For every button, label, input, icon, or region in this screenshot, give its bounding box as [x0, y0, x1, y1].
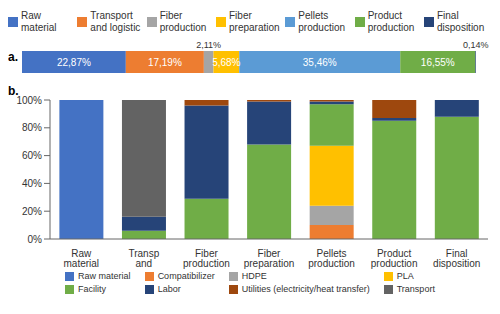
svg-text:5,68%: 5,68% — [212, 57, 240, 68]
svg-text:17,19%: 17,19% — [148, 57, 182, 68]
html-text:Transport and logistic: Transport and logistic — [90, 10, 141, 33]
svg-text:0,14%: 0,14% — [463, 40, 489, 50]
svg-text:40%: 40% — [22, 178, 42, 189]
html-text:a.: a. — [8, 50, 18, 64]
svg-text:22,87%: 22,87% — [57, 57, 91, 68]
html-text:Utilities (electricity/heat tr: Utilities (electricity/heat transfer) — [241, 284, 370, 294]
svg-text:Fiberpreparation: Fiberpreparation — [244, 248, 295, 269]
html-text:Pellets production: Pellets production — [298, 10, 345, 33]
svg-text:20%: 20% — [22, 206, 42, 217]
html-text:Facility: Facility — [78, 284, 107, 294]
svg-text:100%: 100% — [16, 95, 42, 106]
html-text:Raw material: Raw material — [21, 10, 57, 33]
svg-text:Rawmaterial: Rawmaterial — [63, 248, 99, 269]
html-text:PLA: PLA — [396, 271, 414, 281]
html-text:Final disposition: Final disposition — [437, 10, 485, 33]
svg-text:Transpandlogistic: Transpandlogistic — [128, 248, 159, 269]
svg-text:16,55%: 16,55% — [421, 57, 455, 68]
html-text:Labor: Labor — [157, 284, 181, 294]
svg-text:2,11%: 2,11% — [196, 40, 221, 50]
svg-text:35,46%: 35,46% — [303, 57, 337, 68]
html-text:Transport: Transport — [396, 284, 435, 294]
svg-text:0%: 0% — [28, 234, 43, 245]
html-text:Fiber preparation: Fiber preparation — [229, 10, 280, 33]
svg-text:Fiberproduction: Fiberproduction — [183, 248, 230, 269]
html-text:Product production: Product production — [367, 10, 415, 33]
svg-text:Finaldisposition: Finaldisposition — [433, 248, 480, 269]
svg-text:80%: 80% — [22, 122, 42, 133]
html-text:HDPE: HDPE — [241, 271, 267, 281]
html-text:b.: b. — [8, 84, 19, 98]
svg-text:60%: 60% — [22, 150, 42, 161]
html-text:Compatibilizer: Compatibilizer — [157, 271, 215, 281]
html-text:Fiber production: Fiber production — [159, 10, 207, 33]
svg-text:Pelletsproduction: Pelletsproduction — [308, 248, 355, 269]
html-text:Raw material: Raw material — [78, 271, 131, 281]
svg-text:Productproduction: Productproduction — [371, 248, 418, 269]
